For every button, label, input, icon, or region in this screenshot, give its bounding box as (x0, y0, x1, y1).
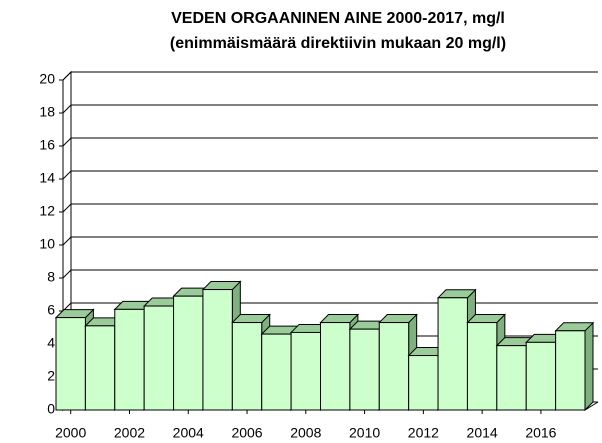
grid-line (62, 269, 598, 279)
y-tick-label: 10 (39, 236, 55, 252)
chart-title: VEDEN ORGAANINEN AINE 2000-2017, mg/l (171, 10, 505, 27)
y-tick-label: 16 (39, 137, 55, 153)
y-tick-label: 2 (47, 368, 55, 384)
y-tick-label: 0 (47, 401, 55, 417)
bar (378, 322, 410, 411)
bar (114, 308, 145, 411)
bar (349, 328, 380, 411)
x-tick-label: 2016 (525, 425, 556, 441)
bar (231, 322, 263, 411)
grid-line (62, 104, 598, 114)
bar (437, 297, 468, 411)
x-tick-label: 2008 (290, 425, 321, 441)
bar (496, 345, 527, 411)
grid-line (62, 302, 598, 312)
y-tick-label: 20 (39, 71, 55, 87)
bar-side (584, 321, 594, 412)
y-tick-label: 8 (47, 269, 55, 285)
bar (466, 322, 498, 411)
bar (143, 305, 175, 411)
x-tick-label: 2006 (231, 425, 262, 441)
grid-line (62, 203, 598, 213)
y-tick-label: 18 (39, 104, 55, 120)
y-tick-label: 14 (39, 170, 55, 186)
grid-line (62, 71, 598, 81)
grid-line (62, 236, 598, 246)
y-tick-label: 12 (39, 203, 55, 219)
bar (290, 331, 322, 411)
x-tick-label: 2004 (173, 425, 204, 441)
bar (84, 325, 116, 411)
x-tick-label: 2012 (408, 425, 439, 441)
grid-line (62, 170, 598, 180)
bar (55, 317, 86, 411)
chart-subtitle: (enimmäismäärä direktiivin mukaan 20 mg/… (170, 35, 506, 52)
bar (555, 330, 586, 411)
y-tick-label: 6 (47, 302, 55, 318)
y-tick-label: 4 (47, 335, 55, 351)
bar (202, 289, 233, 411)
x-tick-label: 2002 (114, 425, 145, 441)
x-tick-label: 2014 (467, 425, 498, 441)
x-tick-label: 2010 (349, 425, 380, 441)
bar (320, 322, 351, 411)
bar (408, 355, 439, 411)
bar (261, 333, 292, 411)
grid-line (62, 137, 598, 147)
x-tick-label: 2000 (55, 425, 86, 441)
bar (173, 295, 204, 411)
bar (525, 341, 557, 411)
